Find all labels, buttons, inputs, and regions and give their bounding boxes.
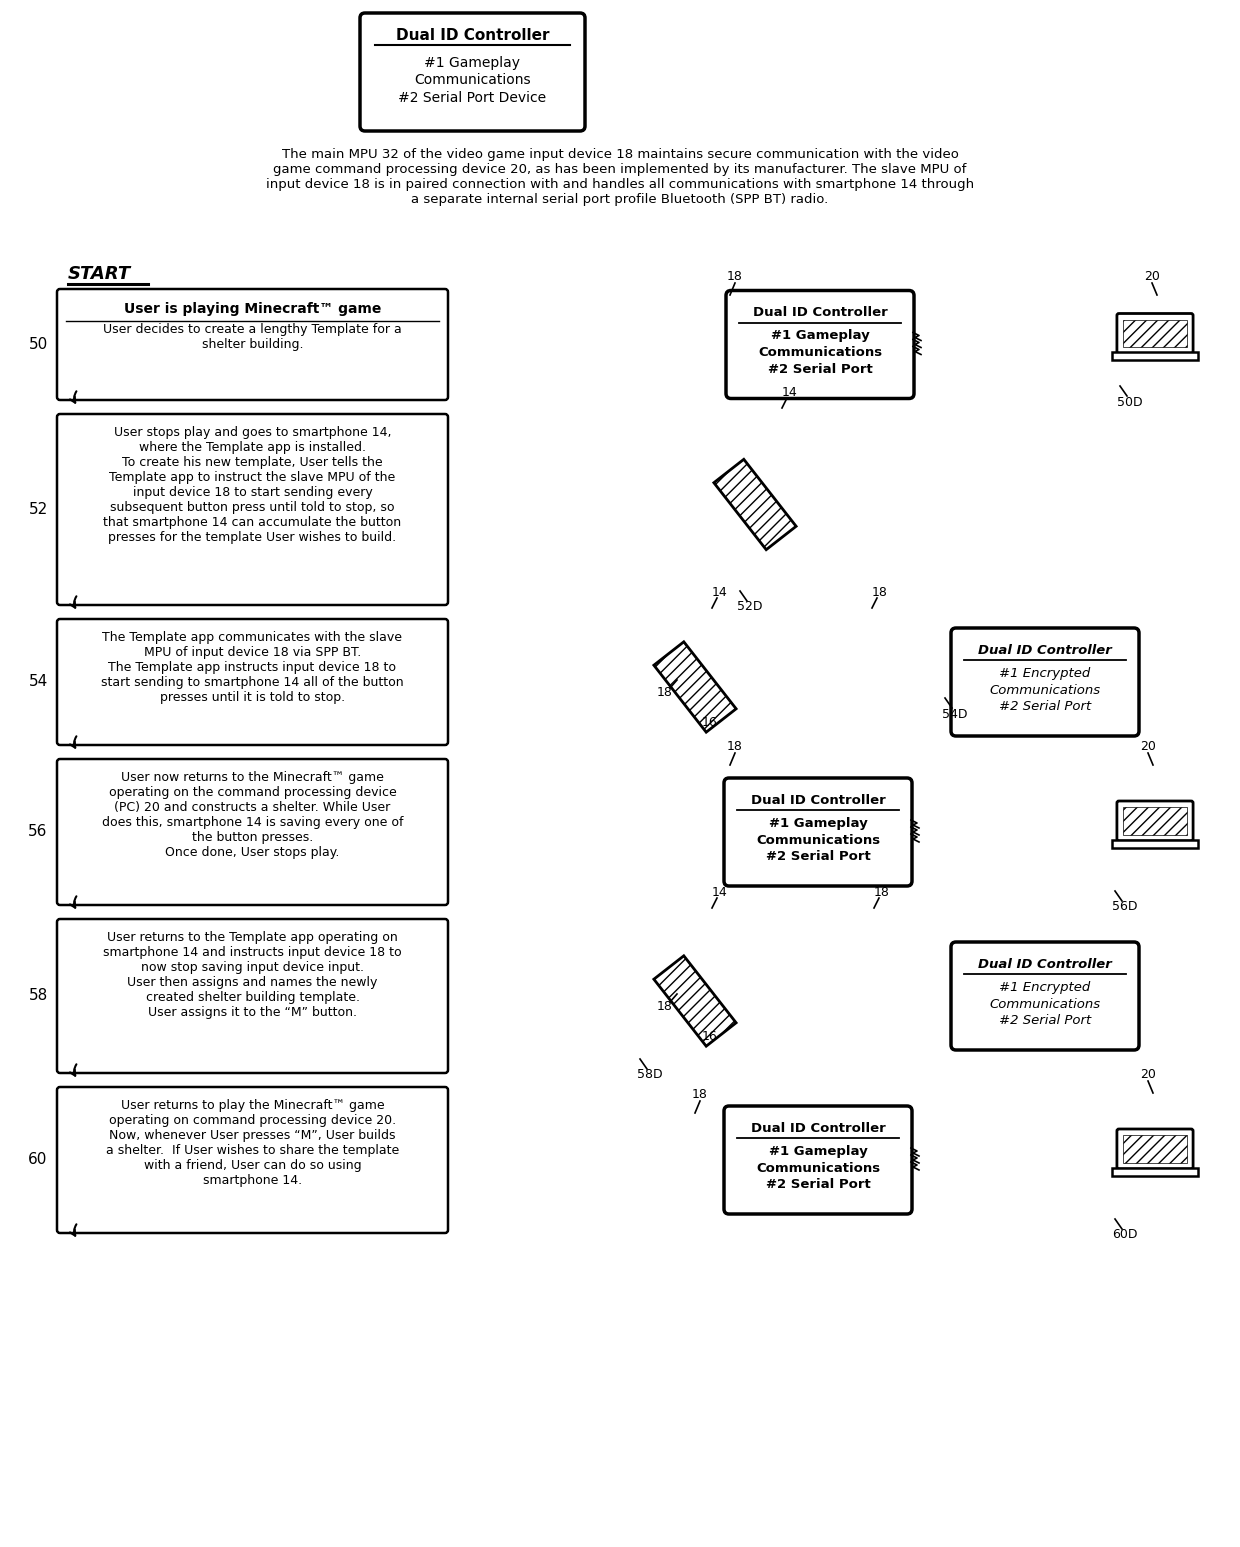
FancyBboxPatch shape <box>1117 1129 1193 1170</box>
Text: User returns to play the Minecraft™ game
operating on command processing device : User returns to play the Minecraft™ game… <box>105 1098 399 1187</box>
Text: 20: 20 <box>1140 741 1156 753</box>
Text: 60D: 60D <box>1112 1228 1138 1242</box>
Text: 20: 20 <box>1145 271 1159 283</box>
Text: 58D: 58D <box>637 1069 663 1081</box>
Text: User decides to create a lengthy Template for a
shelter building.: User decides to create a lengthy Templat… <box>103 323 402 351</box>
FancyBboxPatch shape <box>724 778 911 886</box>
Bar <box>1112 840 1198 848</box>
Text: #2 Serial Port Device: #2 Serial Port Device <box>398 91 547 105</box>
FancyBboxPatch shape <box>951 628 1140 736</box>
Text: 18: 18 <box>727 741 743 753</box>
Text: Communications: Communications <box>756 834 880 846</box>
FancyBboxPatch shape <box>57 619 448 746</box>
Text: 50: 50 <box>29 337 47 353</box>
Text: #1 Encrypted: #1 Encrypted <box>999 667 1091 679</box>
Text: Dual ID Controller: Dual ID Controller <box>750 794 885 806</box>
FancyBboxPatch shape <box>57 289 448 401</box>
Text: 16: 16 <box>702 1029 718 1043</box>
Text: Dual ID Controller: Dual ID Controller <box>978 958 1112 970</box>
Text: #1 Gameplay: #1 Gameplay <box>770 330 869 342</box>
Text: Dual ID Controller: Dual ID Controller <box>750 1122 885 1134</box>
Text: 14: 14 <box>712 885 728 899</box>
Polygon shape <box>714 459 796 549</box>
FancyBboxPatch shape <box>951 942 1140 1050</box>
Text: 52: 52 <box>29 501 47 517</box>
Text: #2 Serial Port: #2 Serial Port <box>999 701 1091 713</box>
Text: #2 Serial Port: #2 Serial Port <box>999 1015 1091 1027</box>
Text: 20: 20 <box>1140 1069 1156 1081</box>
Polygon shape <box>653 956 737 1046</box>
Text: 18: 18 <box>727 271 743 283</box>
Text: 54D: 54D <box>942 707 967 721</box>
Text: 58: 58 <box>29 989 47 1004</box>
Text: 60: 60 <box>29 1153 47 1168</box>
FancyBboxPatch shape <box>57 415 448 605</box>
Text: #2 Serial Port: #2 Serial Port <box>765 851 870 863</box>
FancyBboxPatch shape <box>57 919 448 1074</box>
Text: 54: 54 <box>29 674 47 690</box>
Bar <box>1123 1135 1187 1163</box>
Text: 56: 56 <box>29 825 47 840</box>
Text: 18: 18 <box>657 999 673 1012</box>
Text: 18: 18 <box>692 1089 708 1101</box>
Text: #1 Gameplay: #1 Gameplay <box>769 817 867 829</box>
Text: 18: 18 <box>874 885 890 899</box>
Text: 18: 18 <box>657 685 673 699</box>
Text: 52D: 52D <box>738 600 763 614</box>
Text: The Template app communicates with the slave
MPU of input device 18 via SPP BT.
: The Template app communicates with the s… <box>102 631 404 704</box>
Text: #2 Serial Port: #2 Serial Port <box>765 1179 870 1191</box>
FancyBboxPatch shape <box>1117 801 1193 842</box>
Text: Communications: Communications <box>990 684 1101 696</box>
Text: #1 Gameplay: #1 Gameplay <box>424 56 521 70</box>
Text: User now returns to the Minecraft™ game
operating on the command processing devi: User now returns to the Minecraft™ game … <box>102 770 403 859</box>
Polygon shape <box>653 642 737 732</box>
Text: #1 Encrypted: #1 Encrypted <box>999 981 1091 993</box>
Bar <box>1123 320 1187 348</box>
FancyBboxPatch shape <box>1117 314 1193 353</box>
Bar <box>1112 353 1198 360</box>
Text: Communications: Communications <box>756 1162 880 1174</box>
Text: Dual ID Controller: Dual ID Controller <box>753 306 888 319</box>
Bar <box>1123 808 1187 835</box>
FancyBboxPatch shape <box>57 1088 448 1233</box>
Text: Communications: Communications <box>414 73 531 87</box>
Text: #2 Serial Port: #2 Serial Port <box>768 364 873 376</box>
Text: User returns to the Template app operating on
smartphone 14 and instructs input : User returns to the Template app operati… <box>103 931 402 1019</box>
Text: START: START <box>68 265 131 283</box>
Text: Communications: Communications <box>990 998 1101 1010</box>
FancyBboxPatch shape <box>360 12 585 131</box>
Text: Dual ID Controller: Dual ID Controller <box>978 644 1112 656</box>
Text: Dual ID Controller: Dual ID Controller <box>396 28 549 42</box>
Text: 50D: 50D <box>1117 396 1143 408</box>
FancyBboxPatch shape <box>724 1106 911 1214</box>
Text: User is playing Minecraft™ game: User is playing Minecraft™ game <box>124 302 381 316</box>
Text: 56D: 56D <box>1112 900 1138 913</box>
Text: 14: 14 <box>782 385 797 399</box>
Text: User stops play and goes to smartphone 14,
where the Template app is installed.
: User stops play and goes to smartphone 1… <box>103 425 402 545</box>
Text: 16: 16 <box>702 716 718 729</box>
Text: The main MPU 32 of the video game input device 18 maintains secure communication: The main MPU 32 of the video game input … <box>265 149 975 206</box>
FancyBboxPatch shape <box>725 291 914 399</box>
FancyBboxPatch shape <box>57 760 448 905</box>
Text: 14: 14 <box>712 585 728 599</box>
Bar <box>1112 1168 1198 1176</box>
Text: 18: 18 <box>872 585 888 599</box>
Text: #1 Gameplay: #1 Gameplay <box>769 1145 867 1157</box>
Text: Communications: Communications <box>758 347 882 359</box>
